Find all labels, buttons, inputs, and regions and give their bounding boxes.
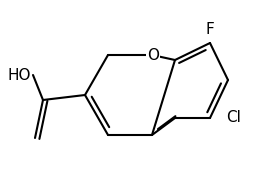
Text: O: O	[147, 48, 159, 62]
Text: Cl: Cl	[226, 111, 241, 125]
Text: HO: HO	[8, 67, 31, 82]
Text: F: F	[206, 22, 214, 36]
